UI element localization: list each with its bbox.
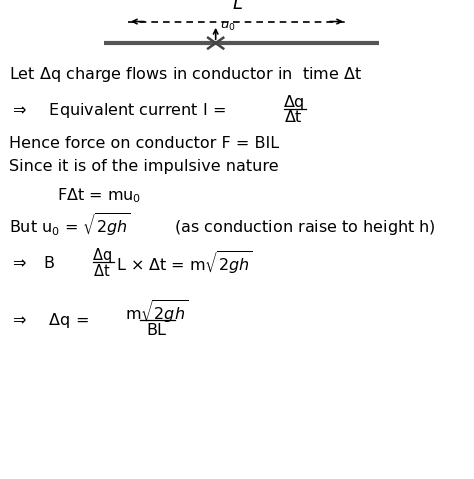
Text: Since it is of the impulsive nature: Since it is of the impulsive nature bbox=[9, 159, 279, 174]
Text: $u_0$: $u_0$ bbox=[220, 20, 236, 33]
Text: $\Delta$q: $\Delta$q bbox=[283, 92, 305, 112]
Text: BL: BL bbox=[146, 323, 166, 338]
Text: m$\sqrt{2gh}$: m$\sqrt{2gh}$ bbox=[125, 299, 188, 326]
Text: Hence force on conductor F = BIL: Hence force on conductor F = BIL bbox=[9, 136, 280, 151]
Text: $\Rightarrow$    Equivalent current I =: $\Rightarrow$ Equivalent current I = bbox=[9, 101, 227, 120]
Text: $\Rightarrow$    $\Delta$q =: $\Rightarrow$ $\Delta$q = bbox=[9, 311, 90, 331]
Text: F$\Delta$t = mu$_0$: F$\Delta$t = mu$_0$ bbox=[57, 186, 141, 205]
Text: $\Delta$t: $\Delta$t bbox=[284, 109, 303, 125]
Text: L $\times$ $\Delta$t = m$\sqrt{2gh}$: L $\times$ $\Delta$t = m$\sqrt{2gh}$ bbox=[116, 250, 253, 277]
Text: $L$: $L$ bbox=[231, 0, 243, 13]
Text: $\Rightarrow$   B: $\Rightarrow$ B bbox=[9, 255, 56, 272]
Text: But u$_0$ = $\sqrt{2gh}$         (as conduction raise to height h): But u$_0$ = $\sqrt{2gh}$ (as conduction … bbox=[9, 212, 436, 239]
Text: $\Delta$q: $\Delta$q bbox=[92, 246, 112, 265]
Text: $\Delta$t: $\Delta$t bbox=[93, 263, 110, 279]
Text: Let $\Delta$q charge flows in conductor in  time $\Delta$t: Let $\Delta$q charge flows in conductor … bbox=[9, 65, 363, 84]
